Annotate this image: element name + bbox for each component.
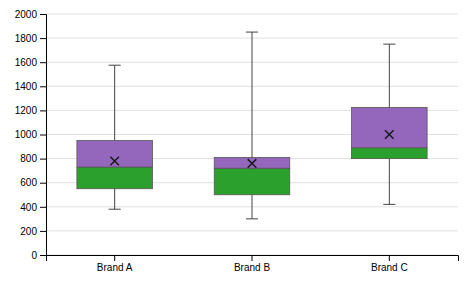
grid-line (46, 230, 458, 231)
tick-label: 1200 (15, 105, 38, 116)
tick-mark (40, 86, 46, 87)
tick-mark (40, 183, 46, 184)
tick: 1800 (15, 33, 46, 44)
tick-label: 0 (31, 250, 37, 261)
whisker-cap-low (383, 204, 395, 205)
box (214, 32, 290, 219)
box-lower (352, 148, 428, 159)
x-axis: Brand A Brand B Brand C (47, 255, 459, 273)
box-upper (352, 107, 428, 147)
y-axis: 0 200 400 600 800 1000 1200 1400 1600 1800 2000 (15, 9, 47, 261)
tick-label: Brand A (97, 262, 133, 273)
tick-mark (40, 135, 46, 136)
tick: 1000 (15, 129, 46, 140)
whisker-low (389, 159, 390, 205)
whisker-cap-low (109, 209, 121, 210)
tick: 0 (31, 250, 46, 261)
whisker-high (252, 32, 253, 157)
whisker-high (389, 44, 390, 107)
tick: 2000 (15, 9, 46, 20)
tick-label: Brand C (371, 262, 408, 273)
tick-mark (40, 14, 46, 15)
tick: 200 (20, 226, 46, 237)
tick: 1600 (15, 57, 46, 68)
tick-label: 1800 (15, 33, 38, 44)
tick-label: 600 (20, 177, 37, 188)
tick: 1400 (15, 81, 46, 92)
tick-mark (114, 255, 115, 261)
whisker-high (114, 65, 115, 140)
tick-label: 200 (20, 226, 37, 237)
box-upper (214, 157, 290, 168)
tick: Brand B (234, 255, 270, 273)
grid-line (46, 14, 458, 15)
tick-mark (40, 159, 46, 160)
whisker-cap-low (246, 218, 258, 219)
axis-line (40, 15, 47, 256)
box-upper (77, 141, 153, 168)
grid (46, 14, 458, 255)
chart: 0 200 400 600 800 1000 1200 1400 1600 1800 2000 Bra… (0, 0, 474, 285)
mean-marker (385, 130, 394, 139)
whisker-cap-high (383, 44, 395, 45)
tick-label: 1400 (15, 81, 38, 92)
mean-marker (110, 157, 119, 166)
tick-label: 1600 (15, 57, 38, 68)
tick-mark (389, 255, 390, 261)
tick: Brand C (371, 255, 408, 273)
tick-label: Brand B (234, 262, 270, 273)
tick-mark (40, 62, 46, 63)
tick: 600 (20, 177, 46, 188)
tick-label: 400 (20, 202, 37, 213)
tick: Brand A (97, 255, 133, 273)
tick-mark (40, 231, 46, 232)
box-lower (77, 167, 153, 189)
whisker-cap-high (246, 32, 258, 33)
tick-mark (40, 207, 46, 208)
box-lower (214, 168, 290, 195)
whisker-low (252, 195, 253, 219)
box (77, 65, 153, 209)
tick: 800 (20, 153, 46, 164)
axis-line (47, 256, 459, 262)
tick-mark (40, 38, 46, 39)
mean-marker (248, 159, 257, 168)
tick-mark (40, 110, 46, 111)
tick: 400 (20, 202, 46, 213)
whisker-cap-high (109, 65, 121, 66)
tick-label: 800 (20, 153, 37, 164)
tick-mark (252, 255, 253, 261)
plot: 0 200 400 600 800 1000 1200 1400 1600 1800 2000 Bra… (15, 9, 459, 273)
whisker-low (114, 189, 115, 209)
box (352, 44, 428, 204)
tick: 1200 (15, 105, 46, 116)
tick-mark (40, 255, 46, 256)
tick-label: 1000 (15, 129, 38, 140)
marks (77, 32, 427, 219)
tick-label: 2000 (15, 9, 38, 20)
